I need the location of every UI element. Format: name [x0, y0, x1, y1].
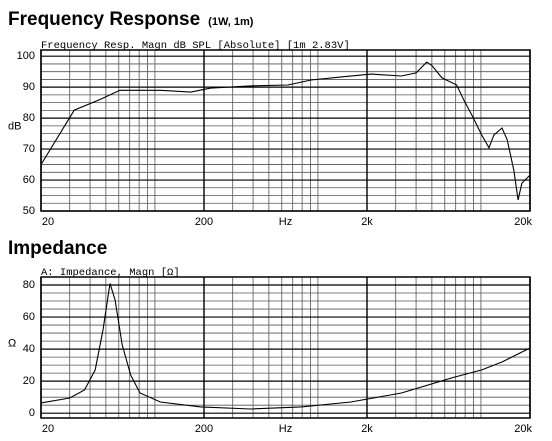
- plot-frame: [40, 276, 531, 419]
- y-tick-label: 40: [23, 343, 35, 355]
- y-tick-label: 80: [23, 279, 35, 291]
- x-tick-label: 2k: [361, 423, 373, 435]
- x-tick-label: 20k: [514, 423, 532, 435]
- x-tick-label: 20k: [514, 216, 532, 228]
- x-tick-label: 20: [42, 423, 54, 435]
- response-line: [40, 283, 531, 410]
- plot-label: Frequency Resp. Magn dB SPL [Absolute] […: [41, 40, 350, 52]
- plot-label: A: Impedance, Magn [Ω]: [41, 267, 180, 279]
- y-tick-label: 60: [23, 311, 35, 323]
- y-tick-label: 70: [23, 143, 35, 155]
- y-tick-label: 50: [23, 205, 35, 217]
- response-line: [40, 61, 531, 201]
- y-tick-label: 100: [17, 50, 35, 62]
- chart-title: Impedance: [8, 238, 107, 259]
- y-tick-label: 60: [23, 174, 35, 186]
- y-axis-label: Ω: [8, 337, 16, 349]
- x-axis-label: Hz: [279, 216, 292, 228]
- x-tick-label: 2k: [361, 216, 373, 228]
- x-axis-label: Hz: [279, 423, 292, 435]
- x-tick-label: 200: [195, 423, 213, 435]
- y-tick-label: 80: [23, 112, 35, 124]
- y-tick-label: 90: [23, 81, 35, 93]
- plot-frame: [40, 49, 531, 212]
- chart-subtitle: (1W, 1m): [208, 16, 254, 28]
- chart-title: Frequency Response: [8, 9, 200, 30]
- x-tick-label: 20: [42, 216, 54, 228]
- y-tick-label: 0: [29, 407, 35, 419]
- y-axis-label: dB: [8, 120, 21, 132]
- x-tick-label: 200: [195, 216, 213, 228]
- y-tick-label: 20: [23, 375, 35, 387]
